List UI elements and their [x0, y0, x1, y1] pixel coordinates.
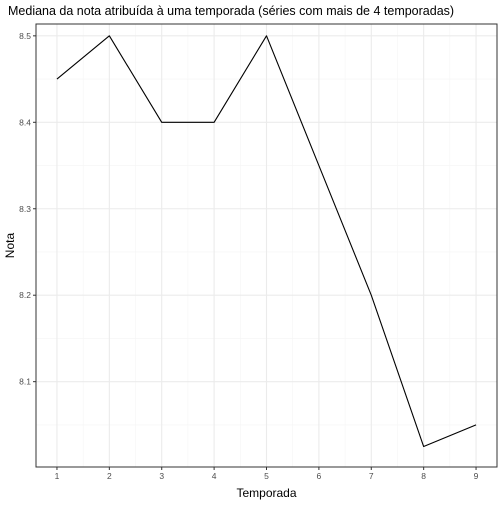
x-tick-label: 8: [421, 471, 426, 481]
chart-title: Mediana da nota atribuída à uma temporad…: [8, 4, 454, 18]
x-tick-label: 9: [474, 471, 479, 481]
x-tick-label: 6: [317, 471, 322, 481]
y-tick-label: 8.1: [19, 377, 31, 387]
x-tick-label: 1: [55, 471, 60, 481]
y-tick-label: 8.3: [19, 204, 31, 214]
x-tick-label: 7: [369, 471, 374, 481]
y-tick-label: 8.5: [19, 31, 31, 41]
y-tick-label: 8.4: [19, 117, 31, 127]
x-axis-title: Temporada: [236, 486, 296, 500]
y-axis: 8.1 8.2 8.3 8.4 8.5: [19, 31, 36, 387]
y-axis-title: Nota: [3, 233, 17, 259]
x-tick-label: 5: [264, 471, 269, 481]
x-tick-label: 3: [159, 471, 164, 481]
x-axis: 1 2 3 4 5 6 7 8 9: [55, 467, 479, 481]
y-tick-label: 8.2: [19, 290, 31, 300]
x-tick-label: 2: [107, 471, 112, 481]
major-gridlines: [36, 24, 497, 467]
x-tick-label: 4: [212, 471, 217, 481]
